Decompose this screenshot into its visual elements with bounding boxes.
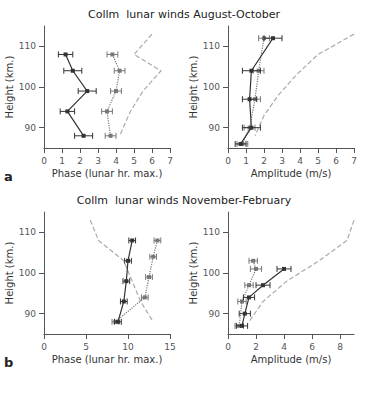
svg-text:5: 5 [131,156,137,166]
svg-text:1: 1 [59,156,65,166]
svg-text:110: 110 [203,227,220,237]
svg-text:0: 0 [41,156,47,166]
svg-text:Height (km.): Height (km.) [4,242,15,305]
svg-text:1: 1 [243,156,249,166]
svg-text:110: 110 [19,227,36,237]
svg-text:90: 90 [209,123,221,133]
svg-text:8: 8 [337,342,343,352]
svg-text:6: 6 [149,156,155,166]
svg-text:3: 3 [95,156,101,166]
svg-text:100: 100 [19,82,36,92]
svg-text:2: 2 [253,342,259,352]
svg-text:100: 100 [203,268,220,278]
svg-text:0: 0 [225,342,231,352]
svg-text:7: 7 [351,156,357,166]
svg-text:Height (km.): Height (km.) [188,242,199,305]
svg-text:Phase (lunar hr. max.): Phase (lunar hr. max.) [52,354,163,365]
svg-text:4: 4 [297,156,303,166]
svg-text:Height (km.): Height (km.) [4,56,15,119]
svg-text:10: 10 [122,342,134,352]
svg-text:b: b [4,355,13,370]
svg-text:7: 7 [167,156,173,166]
svg-text:4: 4 [113,156,119,166]
svg-text:90: 90 [25,123,37,133]
svg-text:110: 110 [19,41,36,51]
svg-text:3: 3 [279,156,285,166]
svg-text:Amplitude (m/s): Amplitude (m/s) [251,168,332,179]
svg-text:15: 15 [164,342,175,352]
svg-text:100: 100 [19,268,36,278]
svg-text:4: 4 [281,342,287,352]
svg-text:5: 5 [315,156,321,166]
svg-text:Collm lunar winds August-Octo: Collm lunar winds August-October [88,8,280,21]
svg-text:5: 5 [83,342,89,352]
svg-text:Phase (lunar hr. max.): Phase (lunar hr. max.) [52,168,163,179]
svg-text:0: 0 [41,342,47,352]
svg-text:90: 90 [209,309,221,319]
svg-text:6: 6 [309,342,315,352]
svg-text:0: 0 [225,156,231,166]
svg-text:a: a [4,169,13,184]
svg-text:90: 90 [25,309,37,319]
svg-text:Amplitude (m/s): Amplitude (m/s) [251,354,332,365]
svg-text:6: 6 [333,156,339,166]
svg-text:2: 2 [261,156,267,166]
svg-text:100: 100 [203,82,220,92]
svg-text:Height (km.): Height (km.) [188,56,199,119]
svg-text:Collm lunar winds November-Fe: Collm lunar winds November-February [77,194,292,207]
svg-text:110: 110 [203,41,220,51]
svg-text:2: 2 [77,156,83,166]
